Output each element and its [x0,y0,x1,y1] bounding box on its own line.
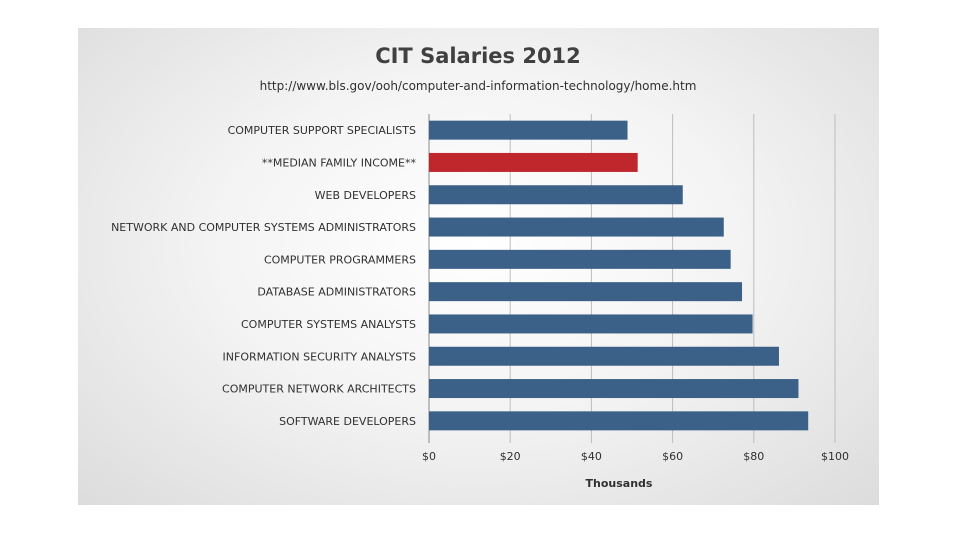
x-tick-label: $40 [581,450,602,463]
bar-highlight [429,152,638,172]
bar [429,217,724,237]
x-tick-label: $0 [422,450,436,463]
category-label: COMPUTER NETWORK ARCHITECTS [222,383,416,396]
bar [429,314,753,334]
x-tick-labels: $0 $20 $40 $60 $80 $100 [422,450,849,463]
bar [429,411,809,431]
chart-title: CIT Salaries 2012 [375,44,581,68]
bars [429,120,809,431]
category-label: COMPUTER PROGRAMMERS [264,253,416,266]
category-label: **MEDIAN FAMILY INCOME** [262,156,417,169]
category-label: COMPUTER SYSTEMS ANALYSTS [241,318,416,331]
x-tick-label: $100 [821,450,849,463]
category-label: INFORMATION SECURITY ANALYSTS [223,350,416,363]
chart-panel: CIT Salaries 2012 http://www.bls.gov/ooh… [78,28,879,505]
category-label: COMPUTER SUPPORT SPECIALISTS [228,124,416,137]
category-label: NETWORK AND COMPUTER SYSTEMS ADMINISTRAT… [111,221,416,234]
category-label: DATABASE ADMINISTRATORS [257,286,416,299]
category-labels: COMPUTER SUPPORT SPECIALISTS **MEDIAN FAM… [111,124,416,428]
bar-chart: CIT Salaries 2012 http://www.bls.gov/ooh… [111,44,849,490]
bar [429,120,628,140]
bar [429,249,731,269]
category-label: WEB DEVELOPERS [315,189,416,202]
bar [429,185,683,205]
x-tick-label: $20 [500,450,521,463]
bar [429,346,779,366]
x-tick-label: $80 [743,450,764,463]
x-tick-label: $60 [662,450,683,463]
x-axis-title: Thousands [586,477,653,490]
bar [429,282,743,302]
category-label: SOFTWARE DEVELOPERS [279,415,416,428]
bar [429,379,799,399]
chart-subtitle: http://www.bls.gov/ooh/computer-and-info… [260,79,697,93]
